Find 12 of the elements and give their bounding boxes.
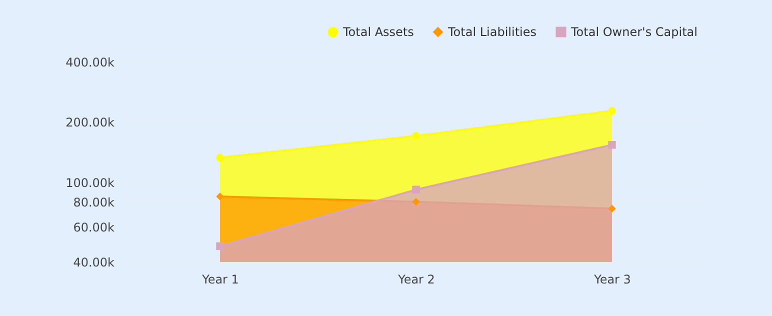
x-tick-label: Year 1 (201, 272, 239, 286)
y-tick-label: 400.00k (66, 56, 115, 70)
legend-label: Total Assets (342, 25, 414, 39)
legend-label: Total Liabilities (447, 25, 537, 39)
y-tick-label: 40.00k (73, 256, 115, 270)
y-tick-label: 200.00k (66, 116, 115, 130)
y-tick-label: 80.00k (73, 195, 115, 210)
y-tick-label: 100.00k (66, 176, 115, 190)
y-tick-label: 60.00k (73, 220, 115, 234)
x-tick-label: Year 2 (397, 272, 435, 286)
x-tick-label: Year 3 (593, 272, 631, 286)
legend-label: Total Owner's Capital (570, 25, 698, 39)
